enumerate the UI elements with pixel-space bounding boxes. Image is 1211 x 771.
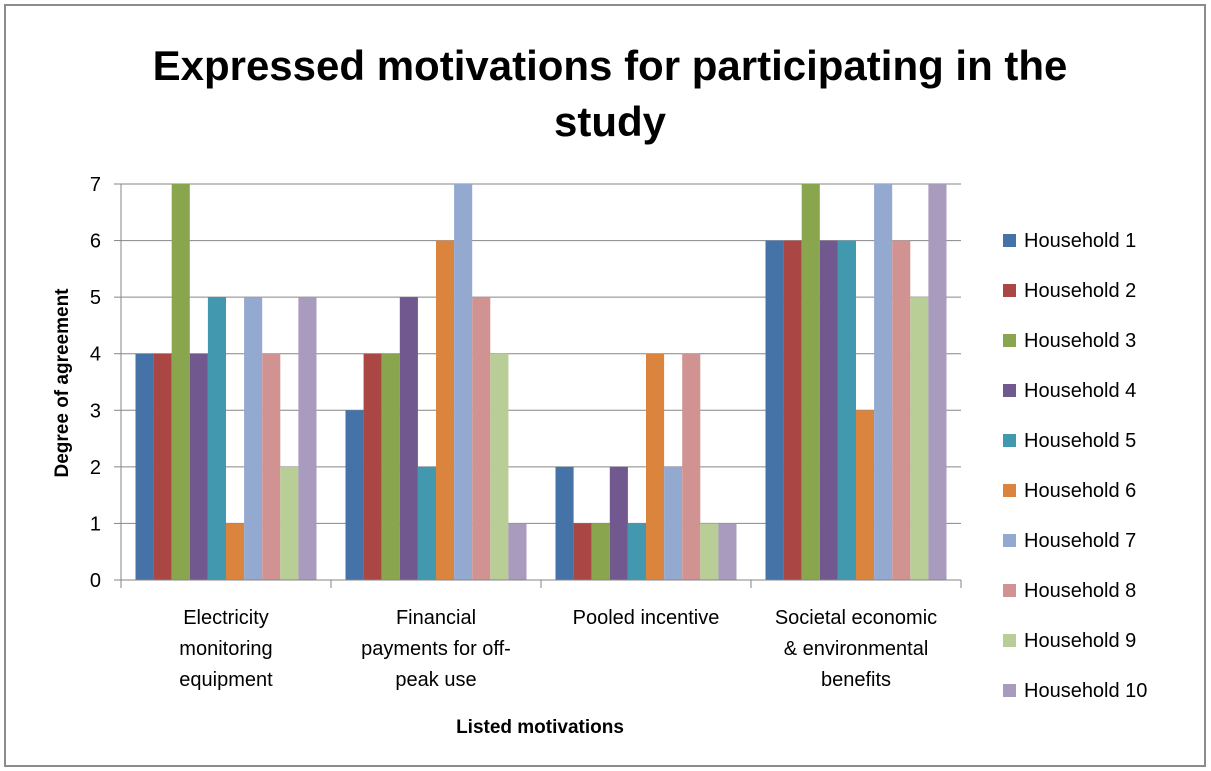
- bar: [892, 240, 911, 581]
- x-category-label: benefits: [821, 669, 891, 691]
- x-category-labels: Electricity monitoring equipment Financial p…: [179, 607, 937, 691]
- bar: [399, 297, 418, 580]
- bar: [874, 184, 893, 580]
- bar: [280, 466, 299, 580]
- bar: [454, 184, 473, 580]
- legend-swatch: [1003, 234, 1016, 247]
- x-category-label: Electricity: [183, 607, 269, 629]
- x-category-label: equipment: [179, 669, 273, 691]
- y-tick-label: 6: [90, 231, 101, 253]
- axes: [114, 183, 962, 588]
- bar: [381, 353, 400, 580]
- bar: [345, 410, 364, 580]
- y-tick-label: 1: [90, 513, 101, 535]
- legend-label: Household 8: [1024, 580, 1136, 602]
- bar: [226, 523, 245, 580]
- bar: [573, 523, 592, 580]
- bar: [436, 240, 455, 581]
- bars: [135, 184, 947, 581]
- x-category-label: Pooled incentive: [573, 607, 720, 629]
- y-tick-label: 5: [90, 287, 101, 309]
- bar: [646, 353, 665, 580]
- bar: [207, 297, 226, 580]
- x-category-label: Societal economic: [775, 607, 937, 629]
- x-category-label: payments for off-: [361, 638, 511, 660]
- legend-label: Household 1: [1024, 230, 1136, 252]
- bar: [928, 184, 947, 580]
- bar: [718, 523, 737, 580]
- bar: [189, 353, 208, 580]
- bar: [837, 240, 856, 581]
- legend-label: Household 9: [1024, 630, 1136, 652]
- bar: [135, 353, 154, 580]
- y-axis-label: Degree of agreement: [52, 288, 73, 478]
- x-category-label: & environmental: [784, 638, 929, 660]
- bar: [555, 466, 574, 580]
- legend-swatch: [1003, 684, 1016, 697]
- bar: [153, 353, 172, 580]
- legend-label: Household 4: [1024, 380, 1136, 402]
- bar: [244, 297, 263, 580]
- bar: [417, 466, 436, 580]
- y-tick-label: 3: [90, 400, 101, 422]
- y-tick-labels: 0 1 2 3 4 5 6 7: [90, 174, 101, 592]
- legend-swatch: [1003, 334, 1016, 347]
- bar: [490, 353, 509, 580]
- chart-title: Expressed motivations for participating …: [152, 42, 1068, 145]
- legend-swatch: [1003, 534, 1016, 547]
- bar: [664, 466, 683, 580]
- bar: [783, 240, 802, 581]
- legend-label: Household 6: [1024, 480, 1136, 502]
- x-category-label: Financial: [396, 607, 476, 629]
- bar: [262, 353, 281, 580]
- bar: [298, 297, 317, 580]
- bar: [801, 184, 820, 580]
- bar: [819, 240, 838, 581]
- bar: [856, 410, 875, 580]
- y-tick-label: 0: [90, 570, 101, 592]
- legend-swatch: [1003, 284, 1016, 297]
- legend-label: Household 3: [1024, 330, 1136, 352]
- bar: [171, 184, 190, 580]
- bar: [765, 240, 784, 581]
- bar: [682, 353, 701, 580]
- bar: [910, 297, 929, 580]
- y-tick-label: 2: [90, 457, 101, 479]
- x-category-label: monitoring: [179, 638, 272, 660]
- bar: [627, 523, 646, 580]
- bar: [700, 523, 719, 580]
- bar: [591, 523, 610, 580]
- bar: [609, 466, 628, 580]
- legend-swatch: [1003, 434, 1016, 447]
- legend-label: Household 2: [1024, 280, 1136, 302]
- bar: [472, 297, 491, 580]
- legend-swatch: [1003, 384, 1016, 397]
- legend: Household 1 Household 2 Household 3 Househo…: [1003, 230, 1147, 702]
- bar: [508, 523, 527, 580]
- x-axis-label: Listed motivations: [456, 717, 624, 738]
- legend-label: Household 10: [1024, 680, 1147, 702]
- bar: [363, 353, 382, 580]
- legend-swatch: [1003, 484, 1016, 497]
- legend-swatch: [1003, 584, 1016, 597]
- legend-swatch: [1003, 634, 1016, 647]
- x-category-label: peak use: [395, 669, 476, 691]
- y-tick-label: 7: [90, 174, 101, 196]
- legend-label: Household 5: [1024, 430, 1136, 452]
- legend-label: Household 7: [1024, 530, 1136, 552]
- y-tick-label: 4: [90, 344, 101, 366]
